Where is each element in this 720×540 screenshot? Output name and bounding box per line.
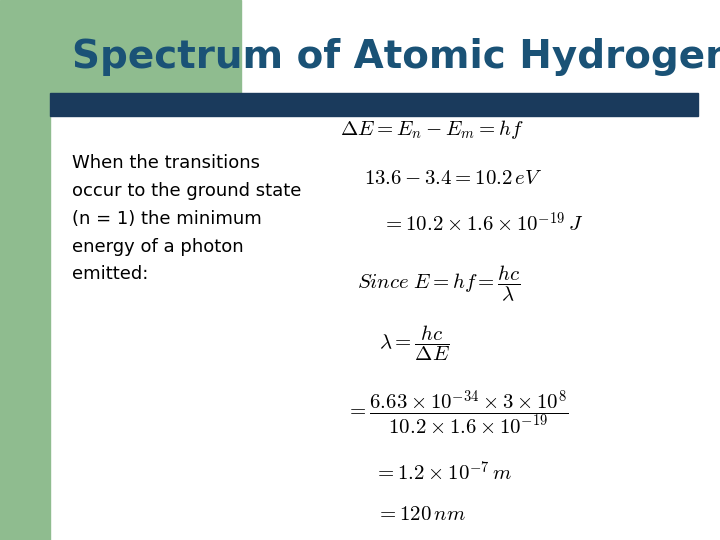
Bar <box>50 93 698 116</box>
Text: $\Delta E = E_n - E_m = hf$: $\Delta E = E_n - E_m = hf$ <box>340 118 524 141</box>
Text: $= 10.2 \times 1.6 \times 10^{-19}\,J$: $= 10.2 \times 1.6 \times 10^{-19}\,J$ <box>382 212 583 236</box>
Text: $Since\; E = hf = \dfrac{hc}{\lambda}$: $Since\; E = hf = \dfrac{hc}{\lambda}$ <box>357 264 521 303</box>
Bar <box>50 0 241 97</box>
Bar <box>0 0 50 540</box>
Text: Spectrum of Atomic Hydrogen: Spectrum of Atomic Hydrogen <box>72 38 720 76</box>
Text: $13.6 - 3.4 = 10.2\,eV$: $13.6 - 3.4 = 10.2\,eV$ <box>364 168 543 188</box>
Text: $\lambda = \dfrac{hc}{\Delta E}$: $\lambda = \dfrac{hc}{\Delta E}$ <box>379 323 449 363</box>
Text: $= 1.2 \times 10^{-7}\,m$: $= 1.2 \times 10^{-7}\,m$ <box>374 461 512 484</box>
Text: $= 120\,nm$: $= 120\,nm$ <box>376 504 467 524</box>
Text: When the transitions
occur to the ground state
(n = 1) the minimum
energy of a p: When the transitions occur to the ground… <box>72 154 302 284</box>
Text: $= \dfrac{6.63 \times 10^{-34} \times 3 \times 10^{8}}{10.2 \times 1.6 \times 10: $= \dfrac{6.63 \times 10^{-34} \times 3 … <box>346 389 569 437</box>
